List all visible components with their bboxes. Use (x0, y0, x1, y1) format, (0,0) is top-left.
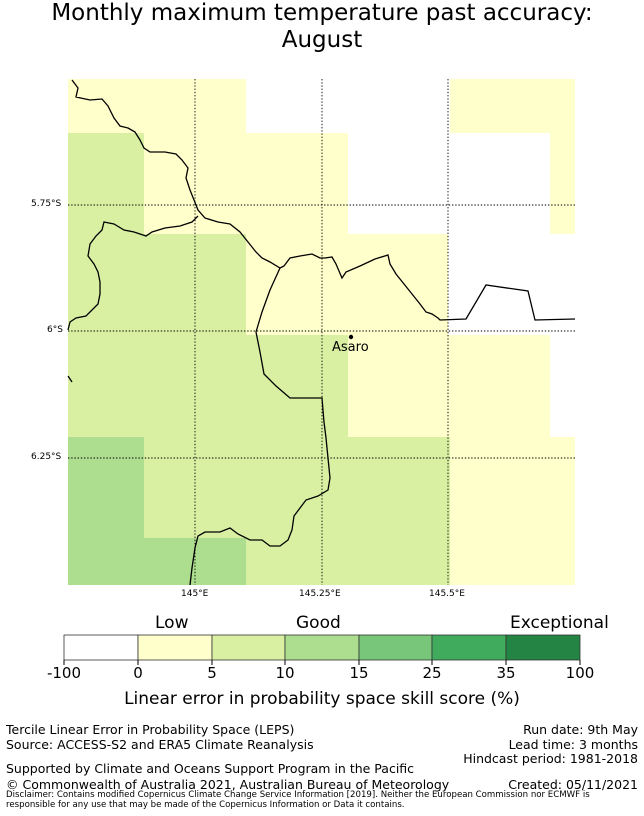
colorbar-tick-label: 100 (565, 664, 595, 682)
colorbar-swatch (505, 634, 581, 661)
colorbar-swatch (137, 634, 213, 661)
colorbar-word-exceptional: Exceptional (510, 613, 609, 633)
colorbar-tick-label: 10 (275, 664, 295, 682)
skill-grid (68, 79, 575, 585)
colorbar-tick-label: 15 (349, 664, 369, 682)
colorbar-tick-label: -100 (46, 664, 82, 682)
colorbar-tick-label: 35 (496, 664, 516, 682)
grid-cell (246, 79, 450, 133)
created-text: Created: 05/11/2021 (508, 777, 638, 792)
colorbar-swatch (211, 634, 286, 661)
grid-cell (550, 133, 575, 234)
source-text: Source: ACCESS-S2 and ERA5 Climate Reana… (6, 737, 314, 752)
grid-cell (550, 335, 575, 437)
lat-tick-label: 5.75°S (31, 199, 62, 209)
colorbar-word-good: Good (296, 613, 341, 633)
disclaimer-text: Disclaimer: Contains modified Copernicus… (6, 790, 590, 810)
colorbar-swatch (431, 634, 507, 661)
colorbar-tick-label: 25 (422, 664, 442, 682)
colorbar-ticks (63, 660, 581, 665)
location-marker (348, 334, 354, 340)
colorbar-swatch (63, 634, 139, 661)
colorbar-swatch (358, 634, 433, 661)
grid-cell (348, 335, 550, 437)
grid-cell (68, 133, 144, 234)
grid-cell (144, 133, 348, 234)
coastline (67, 79, 576, 586)
lon-tick-label: 145.25°E (299, 589, 341, 599)
grid-cell (348, 133, 550, 234)
grid-cell (448, 234, 575, 335)
location-label: Asaro (332, 340, 369, 355)
method-text: Tercile Linear Error in Probability Spac… (6, 722, 295, 737)
colorbar-label: Linear error in probability space skill … (124, 689, 520, 709)
grid-cell (68, 538, 246, 585)
grid-cell (68, 335, 348, 437)
lat-tick-label: 6°S (47, 325, 63, 335)
lon-tick-label: 145.5°E (429, 589, 465, 599)
chart-title-line2: August (281, 27, 363, 53)
grid-cell (450, 538, 575, 585)
copyright-text: © Commonwealth of Australia 2021, Austra… (6, 777, 450, 792)
chart-title-line1: Monthly maximum temperature past accurac… (51, 0, 593, 26)
grid-cell (246, 538, 450, 585)
grid-cell (68, 234, 246, 335)
colorbar-word-low: Low (155, 613, 189, 633)
grid-cell (450, 79, 575, 133)
grid-cell (144, 437, 450, 538)
lead-time-text: Lead time: 3 months (508, 737, 638, 752)
colorbar-tick-label: 5 (207, 664, 217, 682)
colorbar-swatches (63, 634, 581, 661)
run-date-text: Run date: 9th May (523, 722, 638, 737)
lat-tick-label: 6.25°S (31, 452, 62, 462)
grid-cell (246, 234, 448, 335)
colorbar-swatch (284, 634, 360, 661)
support-text: Supported by Climate and Oceans Support … (6, 761, 415, 776)
grid-cell (68, 437, 144, 538)
lon-tick-label: 145°E (181, 589, 209, 599)
colorbar-tick-label: 0 (133, 664, 143, 682)
graticule (68, 79, 575, 585)
grid-cell (68, 79, 246, 133)
hindcast-text: Hindcast period: 1981-2018 (463, 751, 638, 766)
grid-cell (450, 437, 575, 538)
